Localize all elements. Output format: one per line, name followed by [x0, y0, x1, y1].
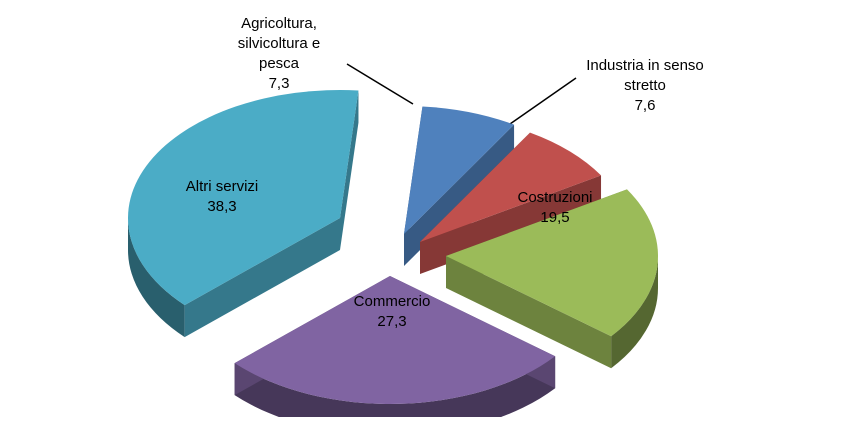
slice-label: Industria in senso stretto 7,6 [586, 57, 704, 114]
slice-top [404, 106, 515, 234]
slice-top [128, 89, 359, 306]
slice-label: Agricoltura, silvicoltura e pesca 7,3 [238, 15, 321, 92]
pie-slices [128, 89, 658, 422]
slice-value-label: 27,3 [377, 313, 406, 330]
slice-top [446, 189, 658, 337]
slice-costruzioni [446, 189, 658, 369]
slice-value-label: 38,3 [207, 198, 236, 215]
leader-line [346, 63, 414, 105]
slice-commercio [234, 276, 556, 422]
slice-category-label: silvicoltura e [238, 35, 321, 52]
slice-cut-wall [446, 256, 612, 369]
slice-label: Costruzioni 19,5 [517, 189, 592, 226]
slice-top [420, 132, 602, 242]
slice-altri-servizi [128, 89, 359, 338]
slice-category-label: Agricoltura, [241, 15, 317, 32]
slice-category-label: Costruzioni [517, 189, 592, 206]
leader-lines [346, 63, 577, 125]
slice-side-wall [128, 218, 185, 338]
slice-category-label: pesca [259, 55, 300, 72]
leader-line [509, 77, 577, 125]
slice-cut-wall [340, 90, 359, 250]
slice-category-label: Commercio [354, 293, 431, 310]
slice-labels: Agricoltura, silvicoltura e pesca 7,3 Indust… [186, 15, 704, 330]
slice-category-label: Altri servizi [186, 178, 259, 195]
slice-side-wall [611, 256, 658, 369]
slice-value-label: 19,5 [540, 209, 569, 226]
slice-side-wall [234, 356, 556, 422]
slice-top [234, 276, 556, 404]
slice-value-label: 7,3 [269, 75, 290, 92]
slice-label: Altri servizi 38,3 [186, 178, 259, 215]
slice-cut-wall [184, 218, 340, 338]
slice-value-label: 7,6 [635, 97, 656, 114]
slice-label: Commercio 27,3 [354, 293, 431, 330]
slice-category-label: stretto [624, 77, 666, 94]
slice-category-label: Industria in senso [586, 57, 704, 74]
